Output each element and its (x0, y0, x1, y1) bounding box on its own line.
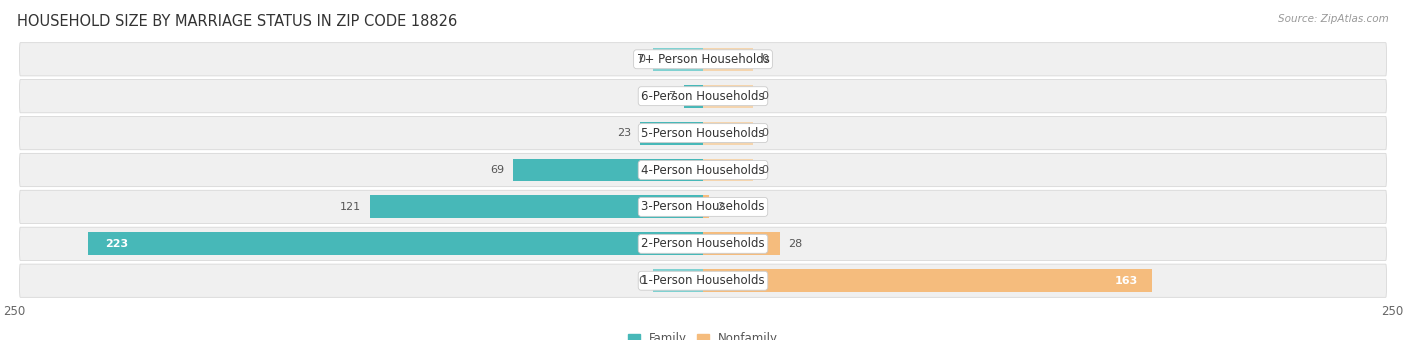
Text: 6-Person Households: 6-Person Households (641, 90, 765, 103)
Bar (703, 195, 709, 218)
Bar (89, 232, 703, 255)
Text: 4-Person Households: 4-Person Households (641, 164, 765, 176)
Bar (654, 48, 703, 71)
Text: 7: 7 (668, 91, 675, 101)
FancyBboxPatch shape (20, 227, 1386, 260)
Text: 0: 0 (761, 54, 768, 64)
Bar (683, 85, 703, 108)
Text: 0: 0 (761, 165, 768, 175)
Text: 5-Person Households: 5-Person Households (641, 126, 765, 140)
Text: 7+ Person Households: 7+ Person Households (637, 53, 769, 66)
Text: 2: 2 (717, 202, 724, 212)
FancyBboxPatch shape (20, 42, 1386, 76)
Text: 2-Person Households: 2-Person Households (641, 237, 765, 250)
Bar (513, 158, 703, 182)
Bar (703, 122, 752, 144)
Text: 69: 69 (491, 165, 505, 175)
Text: 0: 0 (761, 128, 768, 138)
Bar (703, 158, 752, 182)
FancyBboxPatch shape (20, 190, 1386, 223)
FancyBboxPatch shape (20, 80, 1386, 113)
Text: 0: 0 (638, 54, 645, 64)
Text: 28: 28 (789, 239, 803, 249)
Bar (703, 85, 752, 108)
Text: 121: 121 (340, 202, 361, 212)
Bar (640, 122, 703, 144)
Bar (703, 48, 752, 71)
Text: 0: 0 (761, 91, 768, 101)
FancyBboxPatch shape (20, 117, 1386, 150)
Bar (370, 195, 703, 218)
Legend: Family, Nonfamily: Family, Nonfamily (623, 328, 783, 340)
Text: 23: 23 (617, 128, 631, 138)
Text: Source: ZipAtlas.com: Source: ZipAtlas.com (1278, 14, 1389, 23)
Text: 1-Person Households: 1-Person Households (641, 274, 765, 287)
Bar (703, 232, 780, 255)
FancyBboxPatch shape (20, 264, 1386, 298)
Text: HOUSEHOLD SIZE BY MARRIAGE STATUS IN ZIP CODE 18826: HOUSEHOLD SIZE BY MARRIAGE STATUS IN ZIP… (17, 14, 457, 29)
Bar (654, 269, 703, 292)
Text: 3-Person Households: 3-Person Households (641, 200, 765, 214)
Text: 0: 0 (638, 276, 645, 286)
Text: 223: 223 (105, 239, 128, 249)
Text: 163: 163 (1115, 276, 1139, 286)
Bar (703, 269, 1152, 292)
FancyBboxPatch shape (20, 153, 1386, 187)
